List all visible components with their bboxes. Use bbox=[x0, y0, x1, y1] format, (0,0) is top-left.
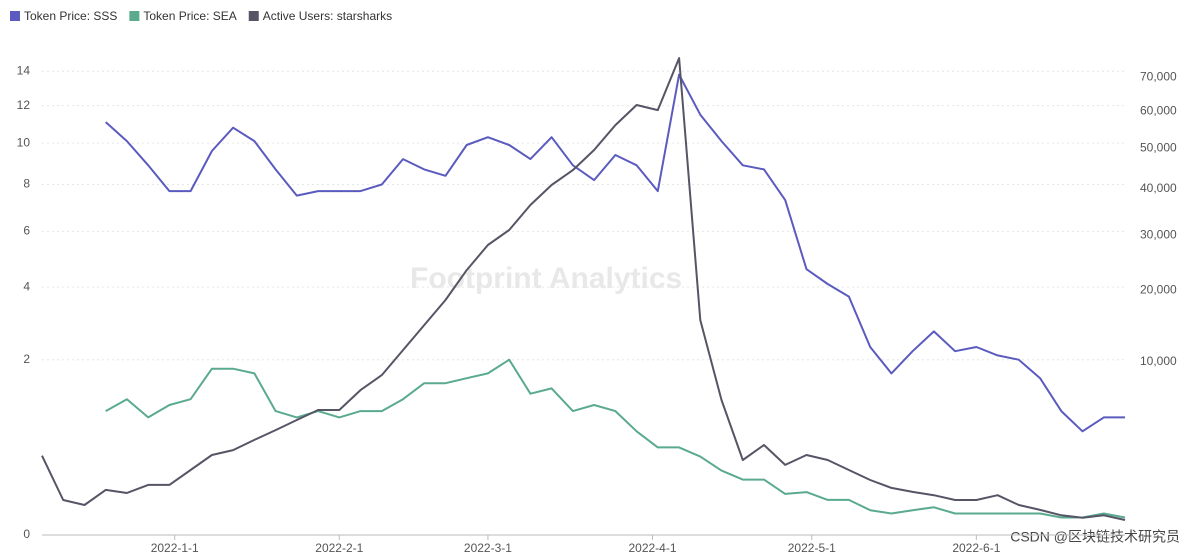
y-tick-label: 0 bbox=[23, 527, 30, 541]
y2-tick-label: 40,000 bbox=[1140, 181, 1177, 195]
legend-swatch bbox=[129, 11, 140, 21]
y2-tick-label: 10,000 bbox=[1140, 354, 1177, 368]
legend-swatch bbox=[10, 11, 20, 21]
legend-label: Token Price: SEA bbox=[143, 9, 236, 23]
x-tick-label: 2022-5-1 bbox=[788, 541, 836, 555]
series-line bbox=[41, 57, 1126, 521]
legend-swatch bbox=[248, 11, 259, 21]
y-tick-label: 10 bbox=[17, 135, 31, 149]
y-tick-label: 2 bbox=[23, 352, 30, 366]
x-tick-label: 2022-1-1 bbox=[151, 541, 199, 555]
watermark: Footprint Analytics bbox=[410, 262, 682, 295]
y2-tick-label: 20,000 bbox=[1140, 283, 1177, 297]
x-tick-label: 2022-4-1 bbox=[628, 541, 676, 555]
y2-tick-label: 60,000 bbox=[1140, 103, 1177, 117]
y-tick-label: 4 bbox=[23, 279, 30, 293]
y-tick-label: 12 bbox=[17, 98, 31, 112]
series-line bbox=[105, 358, 1126, 519]
x-tick-label: 2022-2-1 bbox=[315, 541, 363, 555]
y2-tick-label: 70,000 bbox=[1140, 70, 1177, 84]
y-tick-label: 8 bbox=[23, 177, 30, 191]
series-line bbox=[105, 73, 1125, 433]
x-tick-label: 2022-6-1 bbox=[952, 541, 1000, 555]
y2-tick-label: 30,000 bbox=[1140, 228, 1177, 242]
y2-tick-label: 50,000 bbox=[1140, 140, 1177, 154]
credit: CSDN @区块链技术研究员 bbox=[1010, 529, 1180, 545]
x-tick-label: 2022-3-1 bbox=[464, 541, 512, 555]
y-tick-label: 14 bbox=[17, 63, 31, 77]
legend-label: Active Users: starsharks bbox=[263, 9, 392, 23]
legend-label: Token Price: SSS bbox=[24, 9, 117, 23]
y-tick-label: 6 bbox=[23, 224, 30, 238]
